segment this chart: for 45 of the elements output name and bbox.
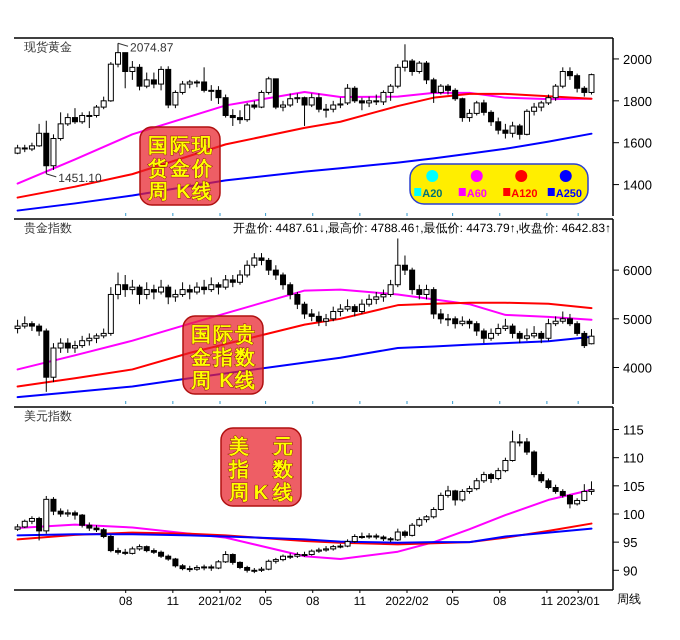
- badge: 国际贵金指数周 K线: [182, 315, 264, 395]
- annotation: 1451.10: [58, 170, 102, 185]
- x-tick-label: 05: [446, 594, 460, 608]
- x-tick-label: 05: [258, 594, 273, 608]
- x-tick-label: 08: [493, 594, 507, 608]
- line-series: [16, 522, 592, 546]
- x-tick-label: 2021/02: [198, 594, 242, 608]
- chart-title: 贵金指数: [24, 221, 72, 235]
- annotation: 开盘价: 4487.61↓,最高价: 4788.46↑,最低价: 4473.79↑,收盘价: 4642.83↑: [232, 221, 611, 235]
- x-tick-label: 08: [306, 594, 320, 608]
- line-series: [16, 132, 592, 212]
- x-tick-label: 11: [354, 594, 366, 608]
- annotation: 国际现货金价周 K线: [147, 135, 213, 203]
- legend-label: A250: [556, 188, 582, 200]
- chart-title: 现货黄金: [24, 40, 72, 54]
- legend-label: A60: [466, 188, 487, 200]
- y-tick-label: 115: [623, 422, 644, 438]
- x-tick-label: 2023/01: [556, 594, 600, 608]
- badge: 美元指数周K线: [220, 427, 302, 507]
- y-tick-label: 90: [623, 563, 638, 578]
- chart-title: 美元指数: [24, 409, 72, 423]
- line-series: [16, 288, 592, 370]
- y-tick-label: 95: [623, 535, 638, 550]
- y-tick-label: 110: [623, 450, 644, 466]
- annotation: 2074.87: [130, 40, 174, 54]
- x-tick-label: 2022/02: [385, 594, 430, 608]
- y-tick-label: 1800: [623, 94, 652, 109]
- legend-label: A120: [511, 188, 538, 200]
- line-series: [16, 528, 592, 544]
- y-tick-label: 100: [623, 506, 645, 522]
- x-tick-label: 11: [540, 594, 554, 608]
- y-tick-label: 1600: [623, 136, 652, 151]
- annotation: 美元指数周K线: [228, 435, 294, 504]
- x-tick-label: 11: [166, 594, 180, 608]
- annotation: 国际贵金指数周 K线: [190, 323, 256, 392]
- y-tick-label: 5000: [623, 312, 652, 327]
- y-tick-label: 6000: [623, 263, 652, 278]
- y-tick-label: 4000: [623, 360, 652, 376]
- x-tick-label: 08: [119, 594, 133, 608]
- y-tick-label: 1400: [623, 178, 652, 193]
- legend-label: A20: [422, 188, 442, 200]
- y-tick-label: 2000: [623, 52, 652, 67]
- badge: 国际现货金价周 K线: [139, 126, 221, 206]
- x-axis-title: 周线: [617, 592, 641, 606]
- y-tick-label: 105: [623, 478, 645, 494]
